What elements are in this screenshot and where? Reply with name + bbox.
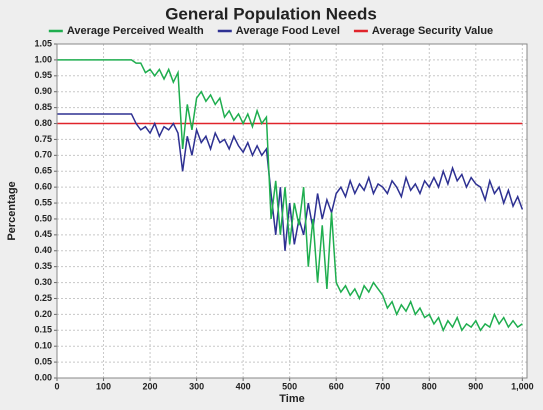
lines <box>57 59 524 333</box>
y-tick-label: 0.15 <box>34 325 52 335</box>
y-tick-label: 0.40 <box>34 245 52 255</box>
legend-item: Average Security Value <box>353 25 493 37</box>
legend: Average Perceived Wealth Average Food Lev… <box>48 25 493 37</box>
y-tick-label: 0.60 <box>34 182 52 192</box>
legend-item: Average Food Level <box>217 25 340 37</box>
y-tick-label: 0.45 <box>34 229 52 239</box>
y-tick-label: 1.05 <box>34 38 52 48</box>
y-tick-label: 0.95 <box>34 70 52 80</box>
y-tick-label: 0.70 <box>34 150 52 160</box>
x-tick-label: 100 <box>96 381 111 391</box>
y-tick-label: 0.00 <box>34 372 52 382</box>
x-tick-label: 900 <box>468 381 483 391</box>
y-tick-label: 0.30 <box>34 277 52 287</box>
y-tick-label: 0.55 <box>34 197 52 207</box>
y-tick-label: 0.90 <box>34 86 52 96</box>
x-axis-title: Time <box>279 393 304 405</box>
legend-label: Average Food Level <box>236 25 340 37</box>
y-axis-title: Percentage <box>6 181 18 240</box>
x-tick-label: 200 <box>143 381 158 391</box>
legend-label: Average Perceived Wealth <box>67 25 204 37</box>
grid: 0.00 0.05 0.10 0.15 0.20 0.25 0.30 0.35 0.40 0.45… <box>34 38 533 391</box>
y-tick-label: 0.65 <box>34 166 52 176</box>
series-line <box>57 59 523 333</box>
y-tick-label: 0.25 <box>34 293 52 303</box>
x-tick-label: 1,000 <box>511 381 534 391</box>
chart-title: General Population Needs <box>165 4 377 23</box>
series-line <box>57 113 524 251</box>
legend-label: Average Security Value <box>372 25 493 37</box>
y-tick-label: 0.75 <box>34 134 52 144</box>
x-tick-label: 0 <box>54 381 59 391</box>
x-tick-label: 600 <box>329 381 344 391</box>
x-tick-label: 300 <box>189 381 204 391</box>
y-tick-label: 0.10 <box>34 341 52 351</box>
legend-item: Average Perceived Wealth <box>48 25 204 37</box>
y-tick-label: 0.20 <box>34 309 52 319</box>
x-tick-label: 800 <box>422 381 437 391</box>
y-tick-label: 0.35 <box>34 261 52 271</box>
x-tick-label: 500 <box>282 381 297 391</box>
x-tick-label: 400 <box>236 381 251 391</box>
x-tick-label: 700 <box>375 381 390 391</box>
y-tick-label: 0.05 <box>34 356 52 366</box>
plot-area <box>57 44 527 378</box>
y-tick-label: 0.50 <box>34 213 52 223</box>
plot-border <box>56 43 528 379</box>
y-tick-label: 1.00 <box>34 54 52 64</box>
y-tick-label: 0.80 <box>34 118 52 128</box>
y-tick-label: 0.85 <box>34 102 52 112</box>
